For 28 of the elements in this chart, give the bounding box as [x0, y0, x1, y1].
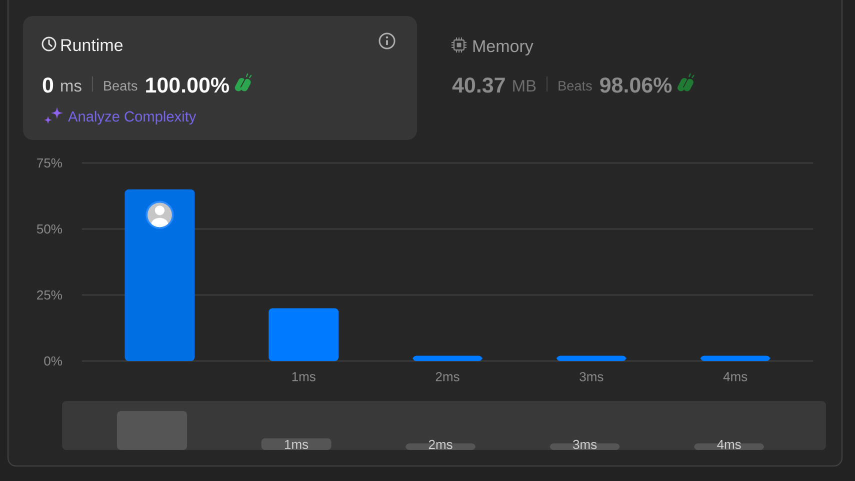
- x-tick-label: 1ms: [292, 372, 316, 382]
- text: 0: [42, 77, 54, 93]
- y-tick-label: 75%: [37, 158, 62, 168]
- text: MB: [513, 80, 536, 92]
- text: Beats: [558, 81, 592, 91]
- bar: [268, 308, 339, 361]
- bar: [124, 189, 195, 361]
- y-tick-label: 50%: [36, 224, 62, 234]
- x-tick-label: 3ms: [580, 372, 604, 382]
- y-tick-label: 0%: [44, 356, 62, 366]
- text: 100.00%: [146, 77, 230, 93]
- text: ms: [61, 82, 82, 92]
- x-tick-label: 3ms: [573, 440, 597, 450]
- x-tick-label: 4ms: [717, 440, 741, 450]
- x-tick-label: 4ms: [723, 372, 748, 382]
- text: 98.06%: [600, 77, 672, 93]
- x-tick-label: 2ms: [428, 440, 452, 450]
- y-tick-label: 25%: [37, 290, 62, 300]
- bar: [412, 356, 483, 361]
- text: Memory: [473, 40, 534, 56]
- text: 40.37: [452, 77, 505, 93]
- x-tick-label: 2ms: [436, 372, 460, 382]
- text: Analyze Complexity: [68, 110, 196, 125]
- bar: [700, 356, 770, 361]
- text: Beats: [104, 81, 138, 91]
- text: Runtime: [61, 38, 123, 52]
- x-tick-label: 1ms: [284, 440, 308, 450]
- bar: [556, 356, 626, 361]
